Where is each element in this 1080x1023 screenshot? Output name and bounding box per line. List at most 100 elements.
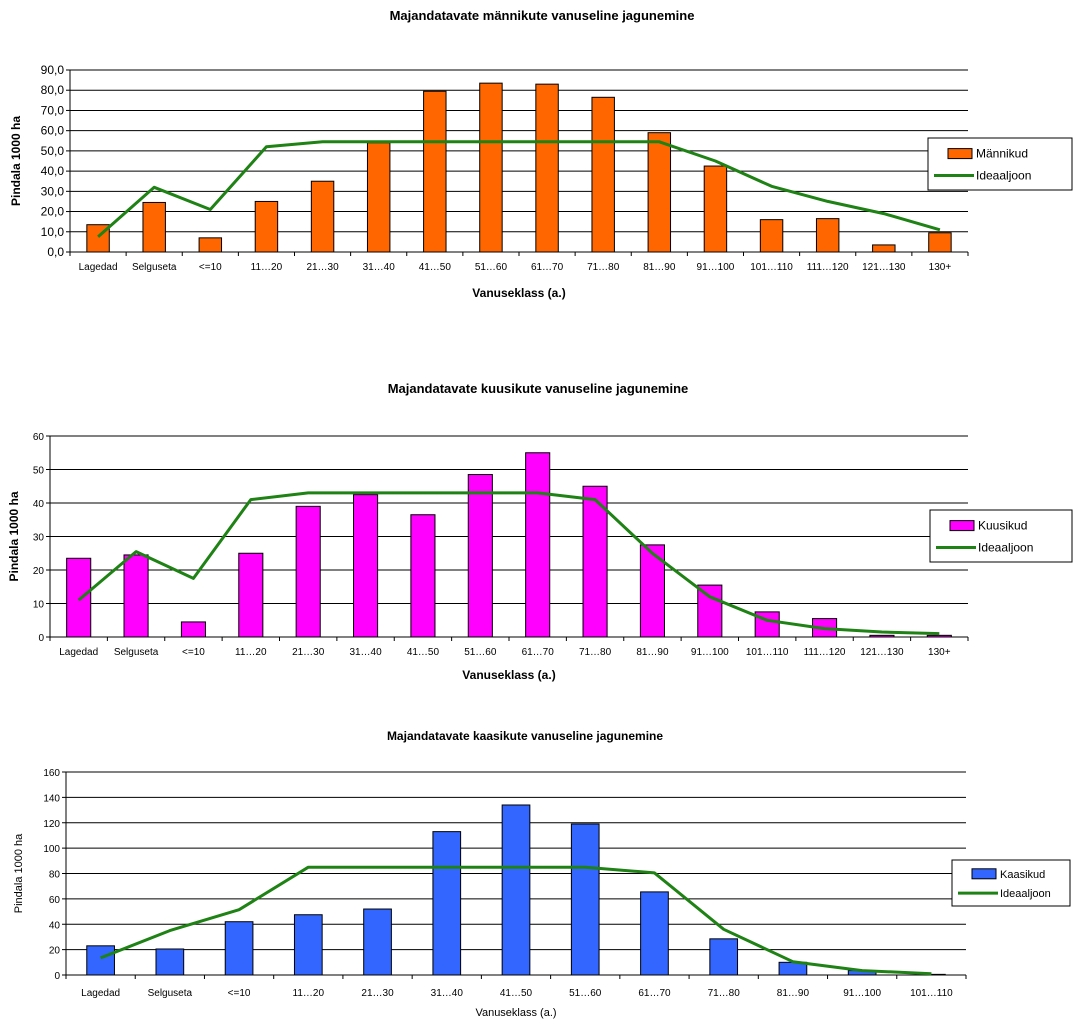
x-axis-label: Vanuseklass (a.)	[462, 668, 555, 682]
bar-Selguseta	[142, 201, 166, 253]
bar-31…40	[353, 494, 379, 638]
x-tick-label: 81…90	[777, 988, 810, 999]
bar-<=10	[224, 921, 254, 976]
legend-label: Kuusikud	[978, 519, 1027, 533]
x-tick-label: 21…30	[361, 988, 394, 999]
y-axis-label: Pindala 1000 ha	[7, 491, 21, 581]
y-tick-label: 10,0	[41, 225, 65, 239]
x-tick-label: Lagedad	[81, 988, 120, 999]
y-tick-label: 30	[33, 533, 45, 544]
chart-title: Majandatavate kaasikute vanuseline jagun…	[387, 729, 663, 743]
x-tick-label: 101…110	[910, 988, 953, 999]
bar-61…70	[640, 891, 669, 976]
x-tick-label: Lagedad	[59, 647, 98, 658]
y-tick-label: 20	[49, 946, 61, 957]
x-tick-label: 31…40	[431, 988, 464, 999]
x-tick-label: Selguseta	[114, 647, 159, 658]
x-tick-label: 81…90	[636, 647, 669, 658]
bar-111…120	[815, 218, 840, 253]
bar-21…30	[363, 908, 392, 976]
bar-11…20	[254, 200, 279, 253]
chart-title: Majandatavate kuusikute vanuseline jagun…	[388, 381, 689, 396]
x-tick-label: 71…80	[579, 647, 612, 658]
y-tick-label: 120	[43, 819, 60, 830]
legend-label: Ideaaljoon	[976, 168, 1031, 182]
x-tick-label: 51…60	[569, 988, 602, 999]
y-tick-label: 0	[54, 971, 60, 982]
bar-121…130	[872, 244, 896, 253]
bar-Selguseta	[155, 948, 185, 976]
y-tick-label: 0,0	[47, 245, 64, 259]
x-tick-label: 41…50	[419, 262, 452, 273]
bar-51…60	[467, 474, 493, 638]
x-tick-label: <=10	[228, 988, 251, 999]
y-axis-label: Pindala 1000 ha	[9, 116, 23, 206]
x-tick-label: <=10	[182, 647, 205, 658]
y-tick-label: 160	[43, 768, 60, 779]
ideal-line	[97, 140, 941, 238]
y-tick-label: 40,0	[41, 164, 65, 178]
legend-swatch-bar	[971, 868, 997, 880]
x-tick-label: 61…70	[531, 262, 564, 273]
legend-label: Ideaaljoon	[1000, 888, 1051, 900]
chart-1: Majandatavate männikute vanuseline jagun…	[9, 8, 1073, 300]
x-tick-label: 51…60	[475, 262, 508, 273]
y-tick-label: 60	[33, 432, 45, 443]
x-tick-label: 91…100	[691, 647, 729, 658]
x-tick-label: <=10	[199, 262, 222, 273]
legend-swatch-bar	[947, 148, 973, 160]
x-tick-label: 121…130	[860, 647, 904, 658]
bar-101…110	[759, 219, 784, 253]
y-tick-label: 90,0	[41, 63, 65, 77]
y-tick-label: 100	[43, 844, 60, 855]
x-tick-label: 91…100	[697, 262, 735, 273]
y-tick-label: 40	[49, 920, 61, 931]
y-tick-label: 60,0	[41, 124, 65, 138]
x-tick-label: 101…110	[746, 647, 789, 658]
ideal-line	[100, 865, 932, 976]
x-tick-label: 111…120	[804, 647, 846, 658]
x-tick-label: 130+	[928, 647, 951, 658]
y-tick-label: 20	[33, 566, 45, 577]
x-tick-label: 121…130	[862, 262, 906, 273]
x-tick-label: 11…20	[293, 988, 325, 999]
y-tick-label: 50,0	[41, 144, 65, 158]
legend-box	[951, 859, 1071, 907]
bar-21…30	[295, 505, 321, 638]
legend-swatch-bar	[949, 520, 975, 532]
bar-Selguseta	[123, 554, 149, 638]
bar-31…40	[432, 831, 462, 976]
x-tick-label: 91…100	[843, 988, 881, 999]
legend-label: Ideaaljoon	[978, 540, 1033, 554]
x-tick-label: 71…80	[708, 988, 741, 999]
legend: Kaasikud Ideaaljoon	[951, 859, 1071, 907]
x-tick-label: 130+	[929, 262, 952, 273]
y-tick-label: 0	[38, 633, 44, 644]
bar-71…80	[582, 485, 608, 638]
bar-<=10	[180, 621, 206, 638]
bar-61…70	[525, 452, 551, 638]
legend-label: Männikud	[976, 147, 1028, 161]
y-tick-label: 20,0	[41, 205, 65, 219]
y-axis-label: Pindala 1000 ha	[13, 833, 25, 913]
y-tick-label: 40	[33, 499, 45, 510]
x-tick-label: 11…20	[235, 647, 267, 658]
x-axis-label: Vanuseklass (a.)	[472, 286, 565, 300]
x-tick-label: 51…60	[464, 647, 497, 658]
y-tick-label: 10	[33, 600, 45, 611]
bar-91…100	[697, 584, 723, 638]
legend-label: Kaasikud	[1000, 869, 1045, 881]
y-tick-label: 60	[49, 895, 61, 906]
y-tick-label: 70,0	[41, 103, 65, 117]
bar-31…40	[366, 142, 391, 253]
bar-130+	[928, 232, 952, 253]
bar-41…50	[501, 804, 531, 976]
x-axis-label: Vanuseklass (a.)	[475, 1007, 556, 1019]
x-tick-label: Selguseta	[148, 988, 193, 999]
x-tick-label: 21…30	[306, 262, 339, 273]
x-tick-label: 61…70	[522, 647, 555, 658]
bar-51…60	[570, 823, 600, 976]
legend: Männikud Ideaaljoon	[927, 137, 1073, 191]
x-tick-label: 111…120	[807, 262, 849, 273]
